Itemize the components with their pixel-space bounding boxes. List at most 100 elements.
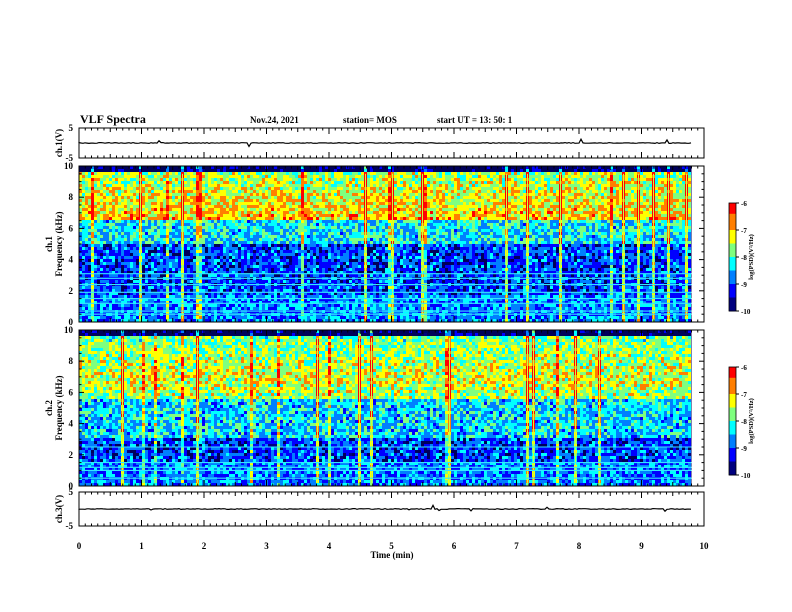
spectrogram-cell xyxy=(184,199,187,202)
spectrogram-cell xyxy=(259,214,262,217)
spectrogram-cell xyxy=(163,307,166,310)
spectrogram-cell xyxy=(100,166,103,169)
spectrogram-cell xyxy=(259,199,262,202)
spectrogram-cell xyxy=(313,292,316,295)
spectrogram-cell xyxy=(103,259,106,262)
spectrogram-cell xyxy=(211,295,214,298)
spectrogram-cell xyxy=(217,220,220,223)
spectrogram-cell xyxy=(283,235,286,238)
spectrogram-cell xyxy=(286,202,289,205)
spectrogram-cell xyxy=(235,259,238,262)
spectrogram-cell xyxy=(265,217,268,220)
spectrogram-cell xyxy=(139,169,142,172)
spectrogram-cell xyxy=(112,295,115,298)
spectrogram-cell xyxy=(145,208,148,211)
spectrogram-cell xyxy=(133,295,136,298)
spectrogram-cell xyxy=(304,301,307,304)
spectrogram-cell xyxy=(244,250,247,253)
spectrogram-cell xyxy=(289,280,292,283)
spectrogram-cell xyxy=(157,172,160,175)
spectrogram-cell xyxy=(244,226,247,229)
spectrogram-cell xyxy=(154,244,157,247)
spectrogram-cell xyxy=(250,238,253,241)
spectrogram-cell xyxy=(136,202,139,205)
spectrogram-cell xyxy=(265,208,268,211)
spectrogram-cell xyxy=(259,247,262,250)
spectrogram-cell xyxy=(343,181,346,184)
spectrogram-cell xyxy=(106,196,109,199)
spectrogram-cell xyxy=(88,244,91,247)
spectrogram-cell xyxy=(148,256,151,259)
spectrogram-cell xyxy=(289,286,292,289)
spectrogram-cell xyxy=(346,253,349,256)
spectrogram-cell xyxy=(382,232,385,235)
spectrogram-cell xyxy=(130,181,133,184)
spectrogram-cell xyxy=(124,229,127,232)
spectrogram-cell xyxy=(163,190,166,193)
spectrogram-cell xyxy=(208,316,211,319)
spectrogram-cell xyxy=(235,208,238,211)
spectrogram-cell xyxy=(217,211,220,214)
spectrogram-cell xyxy=(304,196,307,199)
spectrogram-cell xyxy=(316,229,319,232)
spectrogram-cell xyxy=(334,211,337,214)
spectrogram-cell xyxy=(121,169,124,172)
spectrogram-cell xyxy=(121,232,124,235)
spectrogram-cell xyxy=(235,202,238,205)
spectrogram-cell xyxy=(124,280,127,283)
spectrogram-cell xyxy=(268,184,271,187)
spectrogram-cell xyxy=(217,229,220,232)
spectrogram-cell xyxy=(322,229,325,232)
spectrogram-cell xyxy=(250,262,253,265)
spectrogram-cell xyxy=(382,229,385,232)
spectrogram-cell xyxy=(169,307,172,310)
spectrogram-cell xyxy=(259,229,262,232)
spectrogram-cell xyxy=(331,274,334,277)
spectrogram-cell xyxy=(352,202,355,205)
spectrogram-cell xyxy=(136,304,139,307)
spectrogram-cell xyxy=(346,256,349,259)
spectrogram-cell xyxy=(286,190,289,193)
spectrogram-cell xyxy=(265,205,268,208)
spectrogram-cell xyxy=(124,190,127,193)
spectrogram-cell xyxy=(268,316,271,319)
spectrogram-cell xyxy=(376,178,379,181)
spectrogram-cell xyxy=(256,187,259,190)
spectrogram-cell xyxy=(298,205,301,208)
spectrogram-cell xyxy=(334,199,337,202)
spectrogram-cell xyxy=(388,298,391,301)
spectrogram-cell xyxy=(124,304,127,307)
spectrogram-cell xyxy=(370,307,373,310)
spectrogram-cell xyxy=(172,214,175,217)
spectrogram-cell xyxy=(337,301,340,304)
spectrogram-cell xyxy=(364,319,367,322)
spectrogram-cell xyxy=(103,229,106,232)
spectrogram-cell xyxy=(127,259,130,262)
spectrogram-cell xyxy=(217,295,220,298)
spectrogram-cell xyxy=(241,205,244,208)
spectrogram-cell xyxy=(109,220,112,223)
spectrogram-cell xyxy=(193,268,196,271)
spectrogram-cell xyxy=(109,256,112,259)
spectrogram-cell xyxy=(367,187,370,190)
spectrogram-cell xyxy=(253,229,256,232)
spectrogram-cell xyxy=(157,268,160,271)
spectrogram-cell xyxy=(319,223,322,226)
spectrogram-cell xyxy=(319,292,322,295)
spectrogram-cell xyxy=(235,205,238,208)
spectrogram-cell xyxy=(238,199,241,202)
spectrogram-cell xyxy=(97,295,100,298)
spectrogram-cell xyxy=(388,229,391,232)
spectrogram-cell xyxy=(166,247,169,250)
spectrogram-cell xyxy=(280,298,283,301)
spectrogram-cell xyxy=(277,259,280,262)
spectrogram-cell xyxy=(379,271,382,274)
spectrogram-cell xyxy=(223,292,226,295)
spectrogram-cell xyxy=(367,316,370,319)
spectrogram-cell xyxy=(277,181,280,184)
spectrogram-cell xyxy=(382,196,385,199)
spectrogram-cell xyxy=(235,316,238,319)
spectrogram-cell xyxy=(298,289,301,292)
spectrogram-cell xyxy=(97,292,100,295)
spectrogram-cell xyxy=(370,304,373,307)
